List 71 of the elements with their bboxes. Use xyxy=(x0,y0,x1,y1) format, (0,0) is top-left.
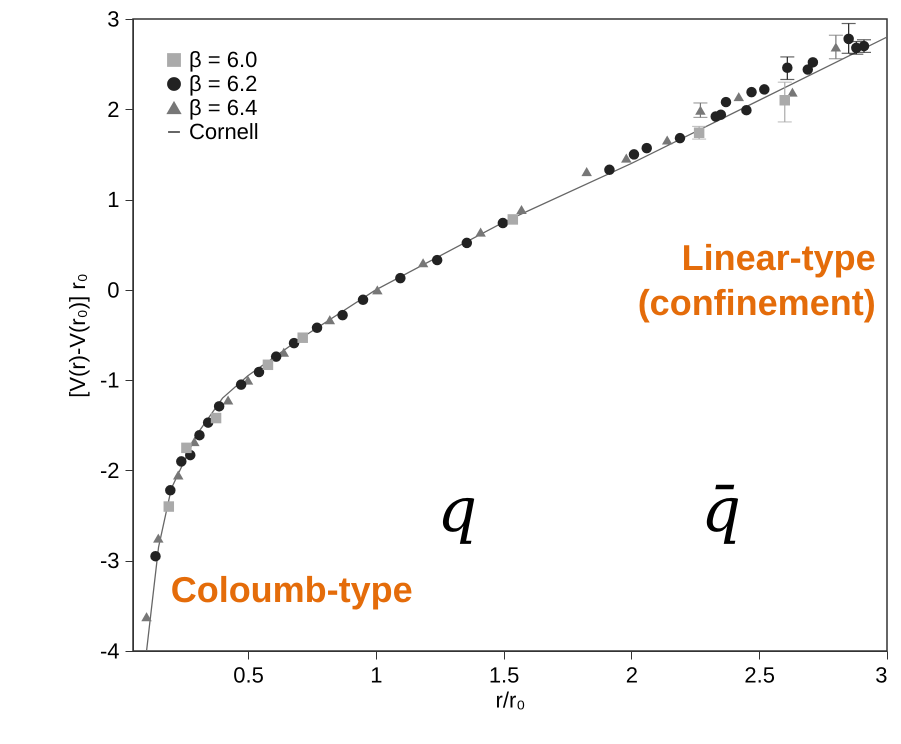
legend-label: β = 6.0 xyxy=(189,47,258,72)
point xyxy=(372,285,383,294)
legend-label: β = 6.2 xyxy=(189,71,258,96)
point xyxy=(759,84,770,95)
point xyxy=(432,254,442,266)
annotation: q xyxy=(437,472,478,546)
x-tick-label: 2.5 xyxy=(744,662,775,688)
legend-label: Cornell xyxy=(189,119,259,144)
point xyxy=(662,135,672,145)
y-tick-label: -1 xyxy=(100,368,120,393)
x-tick-label: 2 xyxy=(626,662,638,688)
point xyxy=(516,204,527,214)
point xyxy=(222,395,234,405)
point xyxy=(508,214,518,225)
y-tick-label: 0 xyxy=(107,277,120,302)
point xyxy=(475,228,486,237)
point xyxy=(716,109,726,120)
x-tick-label: 3 xyxy=(875,662,888,688)
annotation: Linear-type (confinement) xyxy=(638,237,876,324)
legend-label: β = 6.4 xyxy=(189,95,258,120)
point xyxy=(720,96,732,108)
point xyxy=(288,338,300,348)
point xyxy=(214,401,224,412)
point xyxy=(462,238,472,248)
point xyxy=(498,218,508,228)
point xyxy=(628,149,640,160)
point xyxy=(395,272,406,284)
point xyxy=(746,86,757,98)
point xyxy=(621,154,632,163)
point xyxy=(418,258,428,268)
point xyxy=(172,470,184,480)
y-tick-label: 1 xyxy=(107,187,120,212)
point xyxy=(674,132,686,144)
line-series xyxy=(146,36,887,651)
point xyxy=(270,351,282,362)
point xyxy=(181,442,192,454)
point xyxy=(808,57,818,68)
x-tick-label: 1.5 xyxy=(488,662,520,688)
point xyxy=(153,534,164,543)
y-tick-label: 3 xyxy=(107,6,120,32)
point xyxy=(604,164,615,176)
point xyxy=(297,332,308,343)
point xyxy=(150,550,161,562)
point xyxy=(210,412,222,424)
y-tick-label: -4 xyxy=(100,638,120,664)
annotation: q̄ xyxy=(701,472,741,546)
point xyxy=(141,612,152,622)
point xyxy=(165,485,176,496)
point xyxy=(254,366,264,378)
point xyxy=(164,501,174,512)
point xyxy=(194,430,205,440)
point xyxy=(642,142,652,154)
point xyxy=(734,92,744,102)
y-tick-label: -2 xyxy=(100,458,120,483)
y-tick-label: 2 xyxy=(107,96,120,122)
point xyxy=(262,360,274,370)
y-axis-title: [V(r)-V(r₀)] r₀ xyxy=(64,273,90,398)
x-tick-label: 0.5 xyxy=(233,662,264,688)
point xyxy=(236,379,246,390)
point xyxy=(581,167,592,176)
annotation: Coloumb-type xyxy=(170,568,413,610)
point xyxy=(358,294,368,306)
point xyxy=(802,64,814,75)
point xyxy=(741,104,752,116)
point xyxy=(176,456,187,467)
x-axis-title: r/r₀ xyxy=(496,688,526,712)
x-tick-label: 1 xyxy=(370,662,382,688)
point xyxy=(337,310,348,320)
point xyxy=(324,315,336,324)
y-tick-label: -3 xyxy=(100,548,120,574)
point xyxy=(312,322,322,334)
